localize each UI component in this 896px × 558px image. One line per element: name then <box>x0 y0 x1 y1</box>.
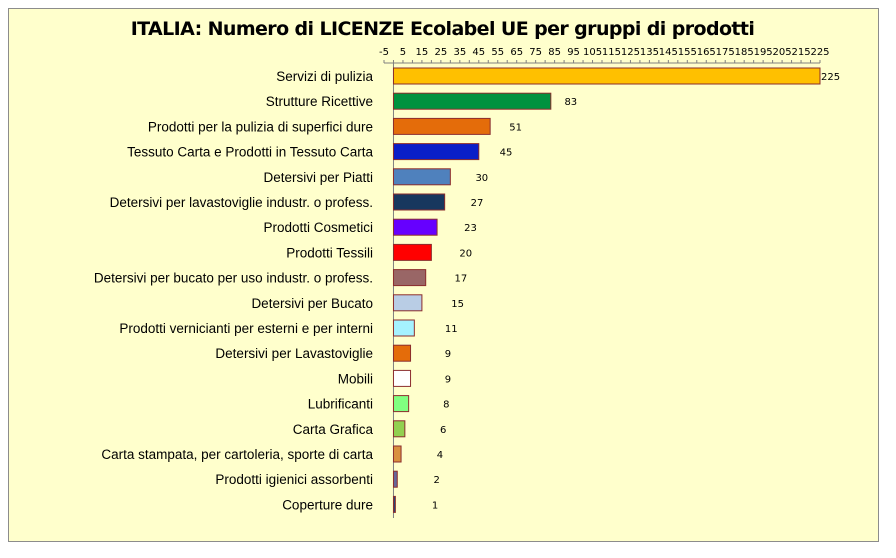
data-label: 4 <box>437 450 443 461</box>
bar <box>392 67 821 85</box>
bar <box>392 470 398 488</box>
data-label: 15 <box>451 299 464 310</box>
x-tick-label: 45 <box>472 47 485 58</box>
x-tick-label: 115 <box>602 47 621 58</box>
data-label: 225 <box>821 72 840 83</box>
category-label: Prodotti Cosmetici <box>263 220 373 235</box>
bar <box>392 143 480 161</box>
category-label: Mobili <box>338 371 373 386</box>
bar <box>392 168 451 186</box>
bar <box>392 344 412 362</box>
x-tick-label: 95 <box>567 47 580 58</box>
bar <box>392 218 438 236</box>
x-tick-label: 5 <box>400 47 406 58</box>
category-label: Tessuto Carta e Prodotti in Tessuto Cart… <box>127 145 373 160</box>
category-label: Coperture dure <box>282 497 373 512</box>
data-label: 51 <box>509 122 522 133</box>
category-label: Carta Grafica <box>293 422 374 437</box>
x-tick-label: 65 <box>510 47 523 58</box>
data-label: 20 <box>459 248 472 259</box>
x-tick-label: 125 <box>621 47 640 58</box>
x-tick-label: 155 <box>678 47 697 58</box>
bar <box>392 294 423 312</box>
data-label: 1 <box>432 500 438 511</box>
x-tick-label: 55 <box>491 47 504 58</box>
data-label: 9 <box>445 374 451 385</box>
category-label: Strutture Ricettive <box>266 94 373 109</box>
bar <box>392 92 552 110</box>
bar <box>392 420 406 438</box>
x-tick-label: 145 <box>659 47 678 58</box>
category-label: Prodotti per la pulizia di superfici dur… <box>148 119 373 134</box>
x-tick-label: 175 <box>716 47 735 58</box>
bar <box>392 269 427 287</box>
category-label: Prodotti vernicianti per esterni e per i… <box>119 321 373 336</box>
data-label: 23 <box>464 223 477 234</box>
category-label: Prodotti Tessili <box>286 245 373 260</box>
x-tick-label: 25 <box>435 47 448 58</box>
category-label: Detersivi per bucato per uso industr. o … <box>94 271 373 286</box>
data-label: 8 <box>443 400 449 411</box>
x-tick-label: 165 <box>697 47 716 58</box>
x-tick-label: 105 <box>583 47 602 58</box>
bar <box>392 319 415 337</box>
chart-title: ITALIA: Numero di LICENZE Ecolabel UE pe… <box>130 18 755 40</box>
bar <box>392 117 491 135</box>
data-label: 6 <box>440 425 446 436</box>
x-tick-label: 85 <box>548 47 561 58</box>
x-tick-label: 75 <box>529 47 542 58</box>
data-label: 2 <box>434 475 440 486</box>
x-tick-label: 205 <box>773 47 792 58</box>
x-tick-label: -5 <box>379 47 389 58</box>
category-label: Prodotti igienici assorbenti <box>215 472 373 487</box>
bar <box>392 395 410 413</box>
x-tick-label: 15 <box>416 47 429 58</box>
data-label: 30 <box>475 173 488 184</box>
bar <box>392 243 432 261</box>
category-label: Lubrificanti <box>308 397 373 412</box>
bar <box>392 369 412 387</box>
data-label: 11 <box>445 324 458 335</box>
x-tick-label: 185 <box>735 47 754 58</box>
data-label: 17 <box>455 274 468 285</box>
x-tick-label: 35 <box>453 47 466 58</box>
data-label: 27 <box>471 198 484 209</box>
category-label: Servizi di pulizia <box>276 69 373 84</box>
x-tick-label: 195 <box>754 47 773 58</box>
x-tick-label: 215 <box>791 47 810 58</box>
x-tick-label: 135 <box>640 47 659 58</box>
category-label: Detersivi per Piatti <box>263 170 373 185</box>
category-label: Detersivi per Lavastoviglie <box>215 346 373 361</box>
category-label: Detersivi per Bucato <box>251 296 373 311</box>
bar <box>392 495 396 513</box>
data-label: 45 <box>500 148 513 159</box>
category-label: Detersivi per lavastoviglie industr. o p… <box>110 195 373 210</box>
data-label: 9 <box>445 349 451 360</box>
data-label: 83 <box>564 97 577 108</box>
bar <box>392 193 446 211</box>
bar <box>392 445 402 463</box>
x-tick-label: 225 <box>810 47 829 58</box>
category-label: Carta stampata, per cartoleria, sporte d… <box>101 447 373 462</box>
